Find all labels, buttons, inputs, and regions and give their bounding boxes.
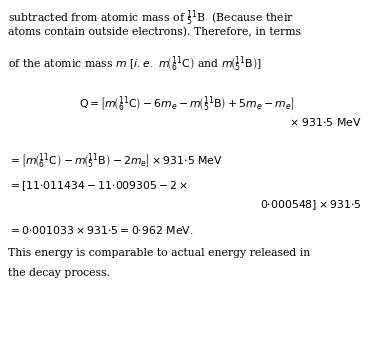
Text: $= \left[m\!\left(^{11}_{6}\mathrm{C}\right) - m\!\left(^{11}_{5}\mathrm{B}\righ: $= \left[m\!\left(^{11}_{6}\mathrm{C}\ri…: [8, 152, 223, 171]
Text: This energy is comparable to actual energy released in: This energy is comparable to actual ener…: [8, 248, 310, 258]
Text: the decay process.: the decay process.: [8, 268, 110, 278]
Text: of the atomic mass $m$ [$i.e.$ $m\!\left(^{11}_{6}\mathrm{C}\right)$ and $m\!\le: of the atomic mass $m$ [$i.e.$ $m\!\left…: [8, 55, 262, 74]
Text: $= 0{\cdot}001033 \times 931{\cdot}5 = 0{\cdot}962\ \mathrm{MeV}.$: $= 0{\cdot}001033 \times 931{\cdot}5 = 0…: [8, 224, 194, 236]
Text: $\mathrm{Q} = \left[m\!\left(^{11}_{6}\mathrm{C}\right) - 6m_e - m\!\left(^{11}_: $\mathrm{Q} = \left[m\!\left(^{11}_{6}\m…: [79, 95, 295, 115]
Text: $0{\cdot}000548] \times 931{\cdot}5$: $0{\cdot}000548] \times 931{\cdot}5$: [260, 198, 362, 212]
Text: atoms contain outside electrons). Therefore, in terms: atoms contain outside electrons). Theref…: [8, 27, 301, 37]
Text: $\times\ 931{\cdot}5\ \mathrm{MeV}$: $\times\ 931{\cdot}5\ \mathrm{MeV}$: [289, 116, 362, 128]
Text: $= [11{\cdot}011434 - 11{\cdot}009305 - 2 \times$: $= [11{\cdot}011434 - 11{\cdot}009305 - …: [8, 179, 189, 193]
Text: subtracted from atomic mass of $^{11}_{5}$B  (Because their: subtracted from atomic mass of $^{11}_{5…: [8, 8, 294, 28]
